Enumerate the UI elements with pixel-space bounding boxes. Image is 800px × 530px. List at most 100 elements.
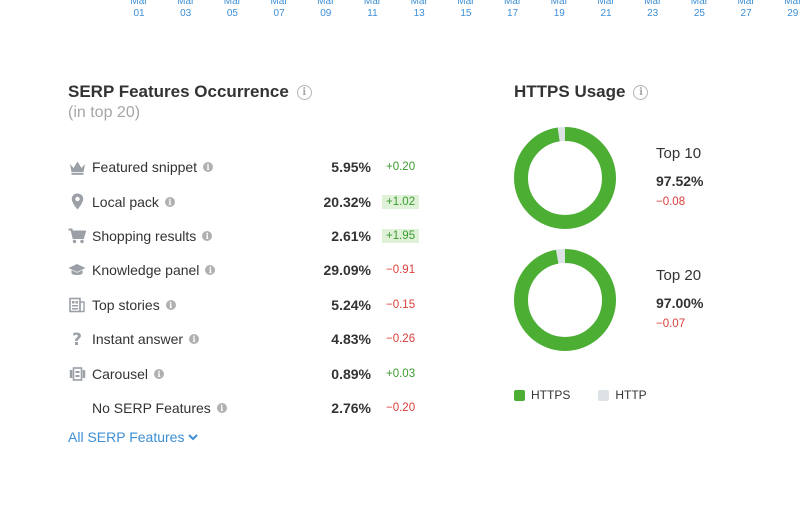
graduation-cap-icon: [68, 261, 86, 279]
serp-features-panel: SERP Features Occurrence i (in top 20) F…: [68, 82, 428, 416]
serp-feature-value: 2.61%: [331, 227, 371, 244]
serp-title-row: SERP Features Occurrence i: [68, 82, 428, 102]
serp-feature-label-wrap: Instant answer i: [92, 331, 200, 348]
donut-change: −0.07: [656, 318, 686, 330]
info-icon[interactable]: i: [203, 162, 214, 173]
info-icon[interactable]: i: [202, 230, 213, 241]
serp-feature-change: +1.95: [382, 228, 420, 243]
serp-feature-change: +1.02: [382, 194, 420, 209]
tick-day: 07: [273, 8, 285, 19]
legend-swatch-https: [514, 389, 525, 401]
tick-month: Mar: [503, 0, 522, 7]
info-icon[interactable]: i: [216, 402, 227, 413]
crown-icon: [68, 158, 86, 176]
serp-feature-label: Shopping results: [92, 227, 197, 244]
date-tick: Mar 23: [633, 0, 673, 20]
serp-feature-change: −0.91: [386, 264, 416, 277]
all-serp-features-link[interactable]: All SERP Features: [68, 429, 199, 445]
question-icon: ?: [68, 330, 86, 348]
date-axis: Mar 01 Mar 03 Mar 05 Mar 07 Mar 09 Mar 11 Mar 13 Mar 15…: [0, 0, 800, 30]
serp-feature-label: Knowledge panel: [92, 262, 200, 279]
serp-feature-list: Featured snippet i 5.95% +0.20 Local pack i 20…: [68, 150, 428, 425]
tick-day: 21: [600, 8, 612, 19]
serp-feature-value: 5.95%: [331, 159, 371, 176]
date-tick: Mar 13: [399, 0, 439, 20]
tick-day: 27: [740, 8, 752, 19]
serp-feature-row: Featured snippet i 5.95% +0.20: [68, 150, 428, 184]
tick-month: Mar: [270, 0, 288, 7]
serp-feature-label-wrap: Shopping results i: [92, 227, 213, 244]
https-donut-block: Top 20 97.00% −0.07: [514, 249, 794, 353]
date-tick: Mar 03: [166, 0, 206, 20]
serp-feature-label-wrap: Featured snippet i: [92, 159, 214, 176]
tick-day: 11: [367, 8, 378, 19]
all-serp-features-label: All SERP Features: [68, 429, 185, 445]
date-tick: Mar 01: [119, 0, 159, 20]
serp-feature-label-wrap: No SERP Features i: [92, 400, 227, 416]
info-icon[interactable]: i: [296, 84, 312, 100]
tick-month: Mar: [177, 0, 195, 7]
serp-feature-row: ? Instant answer i 4.83% −0.26: [68, 322, 428, 356]
map-pin-icon: [68, 193, 86, 211]
donut-label: Top 20: [656, 267, 702, 284]
tick-day: 25: [693, 8, 705, 19]
cart-icon: [68, 227, 86, 245]
https-legend: HTTPS HTTP: [514, 388, 647, 402]
tick-month: Mar: [410, 0, 428, 7]
info-icon[interactable]: i: [205, 265, 216, 276]
serp-feature-change: +0.03: [386, 367, 416, 380]
tick-month: Mar: [457, 0, 475, 7]
date-tick: Mar 05: [212, 0, 252, 20]
serp-feature-value: 5.24%: [331, 296, 371, 313]
date-tick: Mar 07: [259, 0, 299, 20]
date-tick: Mar 21: [586, 0, 626, 20]
tick-month: Mar: [644, 0, 662, 7]
legend-swatch-http: [598, 389, 610, 401]
donut-label: Top 10: [656, 145, 702, 162]
serp-feature-row: No SERP Features i 2.76% −0.20: [68, 391, 428, 425]
serp-feature-label: Instant answer: [92, 331, 184, 348]
donut-https-segment: [514, 127, 616, 229]
tick-day: 19: [553, 8, 565, 19]
info-icon[interactable]: i: [633, 84, 649, 100]
serp-feature-label: No SERP Features: [92, 399, 211, 416]
serp-feature-row: Knowledge panel i 29.09% −0.91: [68, 253, 428, 287]
tick-day: 29: [787, 8, 799, 19]
serp-feature-row: Local pack i 20.32% +1.02: [68, 184, 428, 218]
info-icon[interactable]: i: [165, 299, 176, 310]
serp-feature-row: Shopping results i 2.61% +1.95: [68, 219, 428, 253]
serp-feature-row: Top stories i 5.24% −0.15: [68, 288, 428, 322]
serp-feature-label: Top stories: [92, 296, 160, 313]
serp-feature-label-wrap: Top stories i: [92, 297, 176, 313]
serp-feature-label: Featured snippet: [92, 159, 198, 176]
date-tick: Mar 17: [493, 0, 533, 20]
tick-day: 23: [647, 8, 659, 19]
donut-value: 97.52%: [656, 173, 704, 189]
chevron-down-icon: [188, 434, 199, 441]
tick-day: 13: [413, 8, 425, 19]
https-title-row: HTTPS Usage i: [514, 82, 794, 102]
https-title: HTTPS Usage: [514, 82, 626, 101]
info-icon[interactable]: i: [154, 368, 165, 379]
serp-feature-value: 29.09%: [323, 262, 371, 279]
info-icon[interactable]: i: [164, 196, 175, 207]
tick-month: Mar: [690, 0, 708, 7]
date-tick: Mar 29: [773, 0, 800, 20]
info-icon[interactable]: i: [189, 334, 200, 345]
date-tick: Mar 27: [726, 0, 766, 20]
serp-feature-value: 4.83%: [331, 331, 371, 348]
legend-label-http: HTTP: [615, 388, 647, 402]
serp-feature-change: +0.20: [386, 161, 416, 174]
news-icon: [68, 296, 86, 314]
tick-month: Mar: [550, 0, 568, 7]
tick-day: 01: [133, 8, 145, 19]
tick-day: 15: [460, 8, 472, 19]
tick-day: 17: [507, 8, 519, 19]
serp-feature-value: 20.32%: [323, 193, 371, 210]
tick-day: 09: [320, 8, 332, 19]
carousel-icon: [68, 365, 86, 383]
serp-feature-label-wrap: Carousel i: [92, 366, 165, 382]
tick-month: Mar: [737, 0, 755, 7]
date-tick: Mar 11: [353, 0, 393, 20]
serp-feature-label-wrap: Knowledge panel i: [92, 262, 216, 279]
